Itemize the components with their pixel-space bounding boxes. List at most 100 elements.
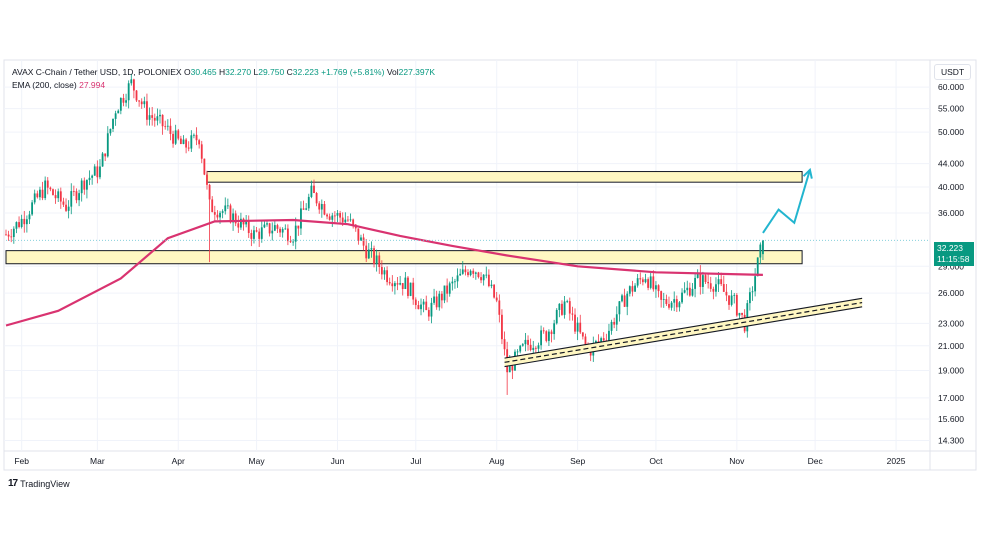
candle-down (333, 215, 336, 217)
candle-up (190, 135, 193, 149)
x-tick-label: Sep (570, 456, 585, 466)
candle-down (59, 191, 62, 202)
candle-up (670, 302, 673, 308)
candle-down (597, 340, 600, 342)
candle-down (446, 285, 449, 294)
y-tick-label: 55.000 (938, 104, 964, 114)
candle-up (644, 279, 647, 283)
candle-down (631, 286, 634, 292)
change-value: +1.769 (+5.81%) (321, 67, 385, 77)
candle-down (561, 303, 563, 315)
ema-label[interactable]: EMA (200, close) (12, 80, 77, 90)
candle-down (72, 191, 75, 192)
candle-down (571, 313, 574, 315)
candle-down (735, 294, 738, 316)
candle-down (550, 331, 553, 335)
candle-up (245, 220, 248, 225)
legend-ema-row: EMA (200, close) 27.994 (12, 79, 435, 92)
candle-up (349, 219, 352, 221)
candle-down (62, 201, 65, 205)
candle-down (135, 90, 138, 101)
candle-down (255, 230, 258, 232)
candle-up (143, 101, 146, 105)
candle-up (594, 340, 597, 344)
candle-up (39, 189, 41, 198)
price-axis[interactable]: 60.000 55.000 50.000 44.000 40.000 36.000 29.0… (938, 82, 964, 445)
candle-up (673, 299, 676, 303)
x-tick-label: Feb (14, 456, 29, 466)
y-tick-label: 36.000 (938, 208, 964, 218)
currency-unit-button[interactable]: USDT (934, 64, 972, 80)
candle-down (286, 228, 289, 242)
candle-up (15, 222, 18, 229)
candle-down (195, 134, 198, 141)
candle-down (725, 291, 728, 296)
candle-up (33, 193, 36, 203)
resistance-zone (206, 171, 803, 183)
x-tick-label: May (249, 456, 266, 466)
ema-200-line (5, 218, 763, 327)
candle-down (104, 153, 107, 157)
candle-up (636, 278, 639, 286)
candle-down (391, 283, 394, 287)
candle-down (675, 299, 678, 308)
candle-down (258, 231, 261, 239)
candle-up (519, 345, 522, 352)
candle-down (542, 330, 545, 332)
candle-down (480, 277, 482, 281)
candle-down (440, 293, 443, 301)
candle-up (232, 213, 234, 223)
candle-up (548, 331, 550, 341)
candle-up (219, 212, 221, 218)
candle-up (91, 175, 94, 178)
candle-down (250, 233, 253, 239)
candle-down (623, 295, 626, 307)
candle-down (660, 291, 663, 300)
candle-up (438, 293, 441, 308)
candle-up (655, 285, 657, 290)
tradingview-logo-icon: 17 (8, 478, 18, 489)
symbol-name[interactable]: AVAX C-Chain / Tether USD, 1D, POLONIEX (12, 67, 182, 77)
candle-up (370, 248, 373, 250)
candle-down (172, 133, 174, 144)
candle-up (762, 240, 764, 255)
tradingview-brand[interactable]: 17 TradingView (8, 478, 70, 489)
candle-down (396, 283, 399, 285)
time-axis[interactable]: Feb Mar Apr May Jun Jul Aug Sep Oct Nov Dec 2025 (14, 456, 905, 466)
candle-up (686, 287, 689, 291)
candle-up (226, 205, 229, 207)
candle-up (109, 128, 112, 134)
candle-down (613, 321, 616, 325)
candle-up (649, 276, 652, 288)
candle-down (49, 187, 52, 190)
candle-up (456, 275, 459, 282)
candle-down (339, 213, 342, 218)
candle-down (501, 314, 503, 340)
candle-down (495, 297, 498, 301)
x-tick-label: Jun (331, 456, 345, 466)
candle-down (704, 275, 707, 283)
candle-up (44, 180, 47, 199)
candle-down (641, 279, 644, 283)
candle-down (425, 301, 428, 311)
candle-up (524, 339, 527, 345)
candle-down (386, 270, 388, 283)
candle-down (179, 138, 182, 144)
candle-down (487, 274, 490, 287)
candle-down (268, 223, 271, 234)
candle-up (399, 283, 402, 285)
candle-down (665, 299, 668, 305)
candle-up (662, 299, 665, 300)
candle-up (67, 206, 70, 211)
projection-path (762, 169, 811, 234)
candle-up (394, 283, 396, 287)
candle-up (404, 277, 407, 289)
legend-symbol-row: AVAX C-Chain / Tether USD, 1D, POLONIEX … (12, 66, 435, 79)
candle-down (161, 114, 164, 127)
candle-down (380, 267, 383, 275)
chart-legend: AVAX C-Chain / Tether USD, 1D, POLONIEX … (12, 66, 435, 92)
y-tick-label: 60.000 (938, 82, 964, 92)
candle-down (302, 208, 305, 210)
candle-up (628, 286, 631, 294)
